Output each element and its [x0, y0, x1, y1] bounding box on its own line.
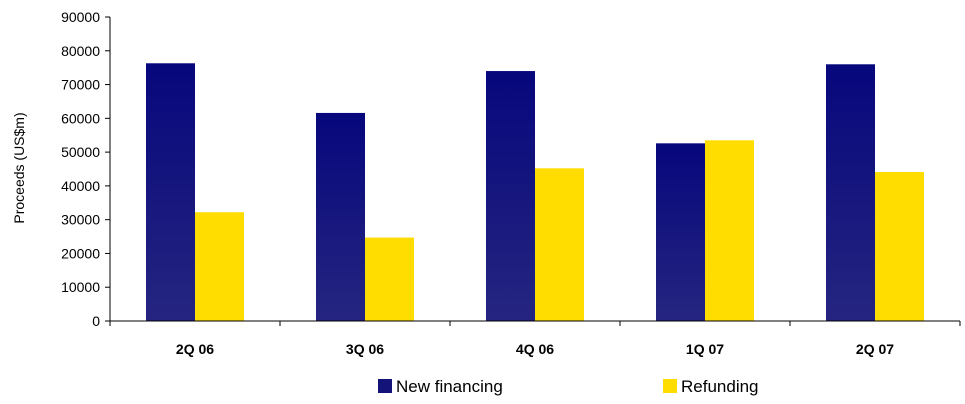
bar-new-financing [146, 63, 195, 322]
x-category-label: 2Q 07 [856, 341, 894, 357]
x-category-label: 4Q 06 [516, 341, 554, 357]
x-axis: 2Q 06 3Q 06 4Q 06 1Q 07 2Q 07 [109, 320, 961, 357]
legend-label: Refunding [681, 377, 759, 396]
bar-refunding [705, 140, 754, 321]
bar-refunding [535, 168, 584, 321]
legend-refunding: Refunding [663, 377, 759, 396]
y-tick-label: 90000 [61, 9, 100, 25]
bar-refunding [365, 237, 414, 321]
y-axis: 0 10000 20000 30000 40000 50000 60000 70000 8000… [61, 9, 111, 329]
y-tick-label: 50000 [61, 144, 100, 160]
y-tick-label: 60000 [61, 110, 100, 126]
y-tick-label: 70000 [61, 77, 100, 93]
y-tick-label: 40000 [61, 178, 100, 194]
bar-new-financing [826, 64, 875, 322]
bar-new-financing [316, 112, 365, 321]
x-category-label: 2Q 06 [176, 341, 214, 357]
legend: New financing Refunding [378, 377, 759, 396]
legend-label: New financing [396, 377, 503, 396]
y-tick-label: 80000 [61, 43, 100, 59]
y-tick-label: 0 [92, 313, 100, 329]
bar-new-financing [486, 71, 535, 322]
bar-refunding [875, 172, 924, 321]
x-category-label: 3Q 06 [346, 341, 384, 357]
y-tick-label: 30000 [61, 212, 100, 228]
y-tick-label: 20000 [61, 245, 100, 261]
legend-new-financing: New financing [378, 377, 503, 396]
bar-refunding [195, 212, 244, 321]
y-axis-title: Proceeds (US$m) [11, 112, 27, 223]
bar-new-financing [656, 143, 705, 321]
legend-swatch [663, 379, 677, 393]
x-category-label: 1Q 07 [686, 341, 724, 357]
y-tick-label: 10000 [61, 279, 100, 295]
legend-swatch [378, 379, 392, 393]
plot-area [146, 63, 924, 322]
